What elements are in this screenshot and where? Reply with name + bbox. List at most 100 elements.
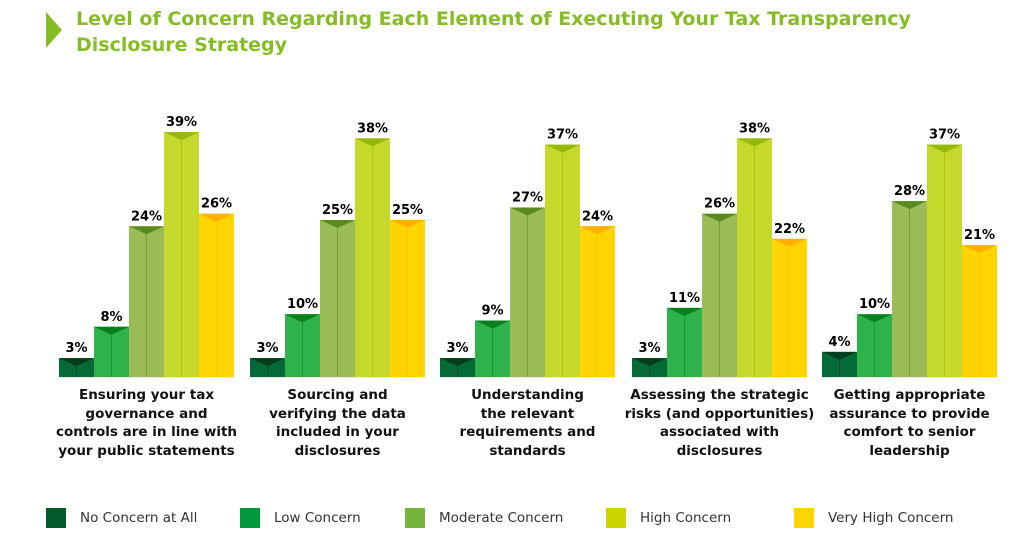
legend-swatch (240, 508, 260, 528)
data-label: 24% (582, 209, 613, 224)
bar-cap (250, 358, 285, 367)
bar-cap (545, 144, 580, 153)
category-label-line: associated with (659, 424, 780, 440)
category-label-line: Ensuring your tax (78, 387, 215, 403)
category-label-line: Sourcing and (287, 387, 388, 403)
bar-group: 3% 9% 27% 37% 24% (440, 128, 615, 378)
category-labels: Ensuring your tax governance and controls … (0, 386, 1023, 486)
bar-cap (164, 132, 199, 141)
legend-label: No Concern at All (80, 510, 198, 526)
bar-cap (892, 201, 927, 210)
legend-swatch (405, 508, 425, 528)
bar-group: 3% 8% 24% 39% 26% (59, 115, 234, 378)
legend-label: Low Concern (274, 510, 361, 526)
legend-item: High Concern (606, 508, 731, 528)
data-label: 3% (638, 341, 660, 356)
bar-cap (390, 220, 425, 228)
data-label: 10% (859, 297, 890, 312)
legend-swatch (46, 508, 66, 528)
category-label-line: Assessing the strategic (630, 387, 809, 403)
category-label: Ensuring your tax governance and controls … (52, 386, 242, 460)
data-label: 11% (669, 291, 700, 306)
bar-cap (822, 351, 857, 360)
bar-cap (285, 314, 320, 323)
category-label-line: Getting appropriate (833, 387, 986, 403)
bar-cap (927, 144, 962, 153)
legend-label: High Concern (640, 510, 732, 526)
data-label: 37% (547, 128, 578, 143)
bar-cap (355, 138, 390, 147)
bar-cap (199, 213, 234, 222)
category-label-line: Understanding (471, 387, 584, 403)
legend-item: Low Concern (240, 508, 361, 528)
category-label-line: disclosures (676, 442, 763, 459)
category-label-line: comfort to senior (843, 424, 976, 440)
category-label-line: disclosures (294, 442, 381, 459)
bar-cap (510, 207, 545, 216)
category-label-line: controls are in line with (55, 424, 238, 440)
legend: No Concern at All Low Concern Moderate Con… (0, 508, 1023, 532)
category-label: Sourcing and verifying the data included i… (243, 386, 433, 460)
data-label: 3% (256, 341, 278, 356)
legend-swatch (606, 508, 626, 528)
category-label-line: the relevant (480, 405, 575, 422)
data-label: 10% (287, 297, 318, 312)
legend-item: Moderate Concern (405, 508, 563, 528)
legend-item: Very High Concern (794, 508, 953, 528)
bar-group: 4% 10% 28% 37% 21% (822, 128, 997, 378)
data-label: 25% (392, 203, 423, 218)
category-label: Understanding the relevant requirements an… (433, 386, 623, 460)
data-label: 37% (929, 128, 960, 143)
bar-cap (440, 358, 475, 367)
data-label: 26% (704, 197, 735, 212)
bar-cap (632, 358, 667, 367)
data-label: 4% (828, 335, 850, 350)
bar-cap (580, 226, 615, 235)
category-label-line: your public statements (58, 442, 235, 459)
bar-group: 3% 11% 26% 38% 22% (632, 121, 807, 378)
data-label: 3% (65, 341, 87, 356)
legend-label: Moderate Concern (439, 510, 564, 526)
bar-cap (59, 358, 94, 367)
legend-item: No Concern at All (46, 508, 197, 528)
chart-title: Level of Concern Regarding Each Element … (76, 8, 911, 56)
bar-cap (129, 226, 164, 235)
data-label: 24% (131, 209, 162, 224)
data-label: 3% (446, 341, 468, 356)
bar-cap (857, 314, 892, 323)
category-label-line: verifying the data (269, 405, 406, 422)
bar-cap (667, 307, 702, 316)
category-label-line: requirements and (459, 424, 596, 440)
category-label: Getting appropriate assurance to provide c… (815, 386, 1005, 460)
bar-group: 3% 10% 25% 38% 25% (250, 121, 425, 378)
bar-cap (962, 245, 997, 254)
bar-chart: 3% 8% 24% 39% 26% 3% 10% 25% 38% 25% 3% 9% 27% 37% 24%… (59, 115, 997, 378)
category-label-line: standards (489, 442, 566, 459)
category-label-line: included in your (276, 424, 399, 440)
bar-cap (737, 138, 772, 147)
data-label: 38% (357, 121, 388, 136)
bar-cap (702, 213, 737, 222)
category-label-line: risks (and opportunities) (624, 405, 815, 422)
bar-cap (94, 326, 129, 335)
data-label: 22% (774, 222, 805, 237)
category-label-line: leadership (869, 442, 950, 459)
data-label: 9% (481, 303, 503, 318)
data-label: 8% (100, 310, 122, 325)
data-label: 27% (512, 190, 543, 205)
data-label: 38% (739, 121, 770, 136)
category-label: Assessing the strategic risks (and opport… (625, 386, 815, 460)
data-label: 26% (201, 197, 232, 212)
data-label: 28% (894, 184, 925, 199)
legend-label: Very High Concern (828, 510, 954, 526)
data-label: 25% (322, 203, 353, 218)
category-label-line: assurance to provide (829, 405, 990, 422)
bar-cap (320, 220, 355, 228)
bar-cap (772, 238, 807, 247)
data-label: 39% (166, 115, 197, 130)
category-label-line: governance and (85, 405, 208, 422)
data-label: 21% (964, 228, 995, 243)
legend-swatch (794, 508, 814, 528)
bar-cap (475, 320, 510, 329)
title-arrow-icon (46, 12, 62, 48)
